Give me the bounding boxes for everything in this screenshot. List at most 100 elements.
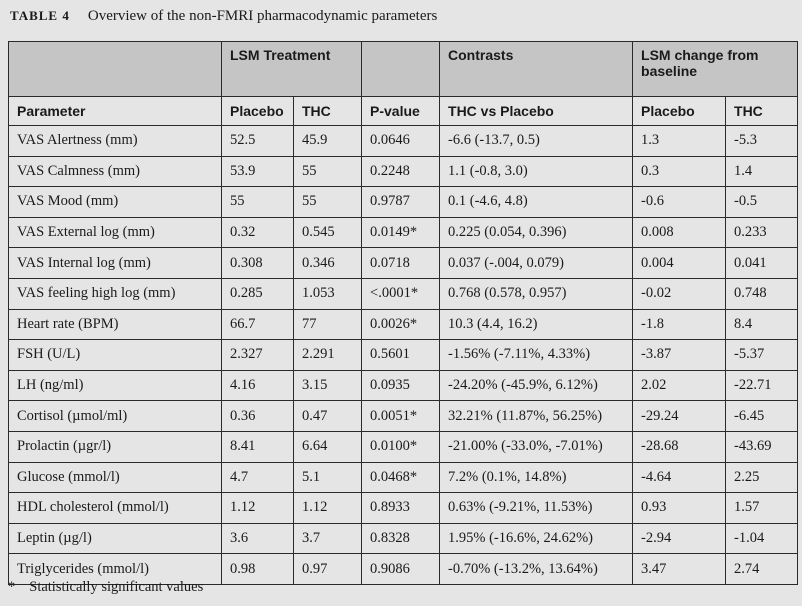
cell-thc: 3.15 xyxy=(292,369,363,402)
cell-change-thc: 1.57 xyxy=(725,492,799,524)
cell-change-thc: 0.233 xyxy=(725,216,799,249)
cell-change-placebo: 0.004 xyxy=(632,247,727,279)
table-label: TABLE 4 xyxy=(10,8,70,23)
cell-thc: 1.053 xyxy=(292,277,363,310)
cell-thc: 77 xyxy=(292,308,363,341)
cell-change-thc: 0.748 xyxy=(725,277,799,310)
cell-thc: 0.97 xyxy=(292,553,363,585)
cell-thc: 0.47 xyxy=(292,400,363,432)
cell-parameter: HDL cholesterol (mmol/l) xyxy=(8,492,222,524)
cell-contrast: 1.95% (-16.6%, 24.62%) xyxy=(439,522,634,555)
cell-thc: 45.9 xyxy=(292,125,363,157)
cell-parameter: VAS feeling high log (mm) xyxy=(8,277,222,310)
cell-thc: 6.64 xyxy=(292,430,363,463)
cell-placebo: 53.9 xyxy=(221,155,294,188)
cell-change-placebo: 0.3 xyxy=(632,155,727,188)
table-row: VAS Calmness (mm) 53.9 55 0.2248 1.1 (-0.8, … xyxy=(8,155,799,188)
cell-parameter: Triglycerides (mmol/l) xyxy=(8,553,222,585)
cell-thc: 1.12 xyxy=(292,492,363,524)
cell-contrast: 0.768 (0.578, 0.957) xyxy=(439,277,634,310)
table-row: Heart rate (BPM) 66.7 77 0.0026* 10.3 (4.4, … xyxy=(8,308,799,341)
cell-placebo: 4.16 xyxy=(221,369,294,402)
table-title: Overview of the non-FMRI pharmacodynamic… xyxy=(87,8,438,24)
table-row: VAS Internal log (mm) 0.308 0.346 0.0718 0.0… xyxy=(8,247,799,279)
cell-placebo: 0.32 xyxy=(221,216,294,249)
cell-change-placebo: -0.02 xyxy=(632,277,727,310)
cell-contrast: 32.21% (11.87%, 56.25%) xyxy=(439,400,634,432)
table-row: Cortisol (µmol/ml) 0.36 0.47 0.0051* 32.21% … xyxy=(8,400,799,432)
cell-parameter: Heart rate (BPM) xyxy=(8,308,222,341)
cell-contrast: -6.6 (-13.7, 0.5) xyxy=(439,125,634,157)
cell-pvalue: 0.0935 xyxy=(361,369,441,402)
cell-change-thc: -22.71 xyxy=(725,369,799,402)
cell-placebo: 4.7 xyxy=(221,461,294,494)
cell-pvalue: 0.0718 xyxy=(361,247,441,279)
cell-pvalue: 0.8933 xyxy=(361,492,441,524)
cell-pvalue: 0.5601 xyxy=(361,339,441,371)
table-row: HDL cholesterol (mmol/l) 1.12 1.12 0.8933 0.… xyxy=(8,492,799,524)
cell-contrast: -24.20% (-45.9%, 6.12%) xyxy=(439,369,634,402)
column-header-thc: THC xyxy=(292,96,363,126)
cell-contrast: 7.2% (0.1%, 14.8%) xyxy=(439,461,634,494)
cell-placebo: 2.327 xyxy=(221,339,294,371)
cell-change-placebo: 1.3 xyxy=(632,125,727,157)
cell-parameter: VAS Mood (mm) xyxy=(8,186,222,218)
cell-thc: 55 xyxy=(292,186,363,218)
group-header-change: LSM change from baseline xyxy=(632,41,799,97)
cell-placebo: 3.6 xyxy=(221,522,294,555)
cell-change-thc: -0.5 xyxy=(725,186,799,218)
cell-change-placebo: 3.47 xyxy=(632,553,727,585)
cell-parameter: Glucose (mmol/l) xyxy=(8,461,222,494)
cell-pvalue: 0.0646 xyxy=(361,125,441,157)
cell-pvalue: 0.8328 xyxy=(361,522,441,555)
cell-placebo: 0.308 xyxy=(221,247,294,279)
cell-pvalue: 0.9787 xyxy=(361,186,441,218)
cell-thc: 2.291 xyxy=(292,339,363,371)
cell-change-thc: 2.25 xyxy=(725,461,799,494)
cell-pvalue: <.0001* xyxy=(361,277,441,310)
table-row: Leptin (µg/l) 3.6 3.7 0.8328 1.95% (-16.6%, … xyxy=(8,522,799,555)
cell-change-thc: 1.4 xyxy=(725,155,799,188)
column-header-pvalue: P-value xyxy=(361,96,441,126)
cell-change-thc: -43.69 xyxy=(725,430,799,463)
cell-pvalue: 0.0026* xyxy=(361,308,441,341)
footnote-text: Statistically significant values xyxy=(29,579,204,595)
cell-change-thc: 2.74 xyxy=(725,553,799,585)
cell-contrast: 0.1 (-4.6, 4.8) xyxy=(439,186,634,218)
cell-parameter: Cortisol (µmol/ml) xyxy=(8,400,222,432)
cell-change-thc: -5.3 xyxy=(725,125,799,157)
cell-parameter: LH (ng/ml) xyxy=(8,369,222,402)
footnote: * Statistically significant values xyxy=(8,579,203,596)
cell-contrast: 0.037 (-.004, 0.079) xyxy=(439,247,634,279)
cell-parameter: VAS Internal log (mm) xyxy=(8,247,222,279)
table-body: VAS Alertness (mm) 52.5 45.9 0.0646 -6.6 (-1… xyxy=(8,125,799,585)
cell-placebo: 0.36 xyxy=(221,400,294,432)
cell-thc: 5.1 xyxy=(292,461,363,494)
table-row: VAS feeling high log (mm) 0.285 1.053 <.000… xyxy=(8,277,799,310)
cell-parameter: VAS External log (mm) xyxy=(8,216,222,249)
cell-pvalue: 0.9086 xyxy=(361,553,441,585)
cell-placebo: 66.7 xyxy=(221,308,294,341)
cell-change-placebo: -28.68 xyxy=(632,430,727,463)
cell-thc: 55 xyxy=(292,155,363,188)
cell-change-placebo: -3.87 xyxy=(632,339,727,371)
table-row: VAS Alertness (mm) 52.5 45.9 0.0646 -6.6 (-1… xyxy=(8,125,799,157)
cell-change-thc: -6.45 xyxy=(725,400,799,432)
table-row: VAS Mood (mm) 55 55 0.9787 0.1 (-4.6, 4.8) -0… xyxy=(8,186,799,218)
cell-pvalue: 0.0149* xyxy=(361,216,441,249)
column-header-row: Parameter Placebo THC P-value THC vs Pla… xyxy=(8,96,799,126)
cell-change-thc: -1.04 xyxy=(725,522,799,555)
cell-parameter: Prolactin (µgr/l) xyxy=(8,430,222,463)
group-header-contrasts: Contrasts xyxy=(439,41,634,97)
cell-parameter: FSH (U/L) xyxy=(8,339,222,371)
table-caption: TABLE 4 Overview of the non-FMRI pharmaco… xyxy=(10,6,437,26)
cell-thc: 3.7 xyxy=(292,522,363,555)
group-header-row: LSM Treatment Contrasts LSM change from … xyxy=(8,41,799,97)
cell-change-placebo: -1.8 xyxy=(632,308,727,341)
group-header-empty xyxy=(361,41,441,97)
cell-change-placebo: -4.64 xyxy=(632,461,727,494)
cell-placebo: 0.285 xyxy=(221,277,294,310)
cell-contrast: -0.70% (-13.2%, 13.64%) xyxy=(439,553,634,585)
table-row: VAS External log (mm) 0.32 0.545 0.0149* 0.2… xyxy=(8,216,799,249)
table-row: LH (ng/ml) 4.16 3.15 0.0935 -24.20% (-45.9%,… xyxy=(8,369,799,402)
